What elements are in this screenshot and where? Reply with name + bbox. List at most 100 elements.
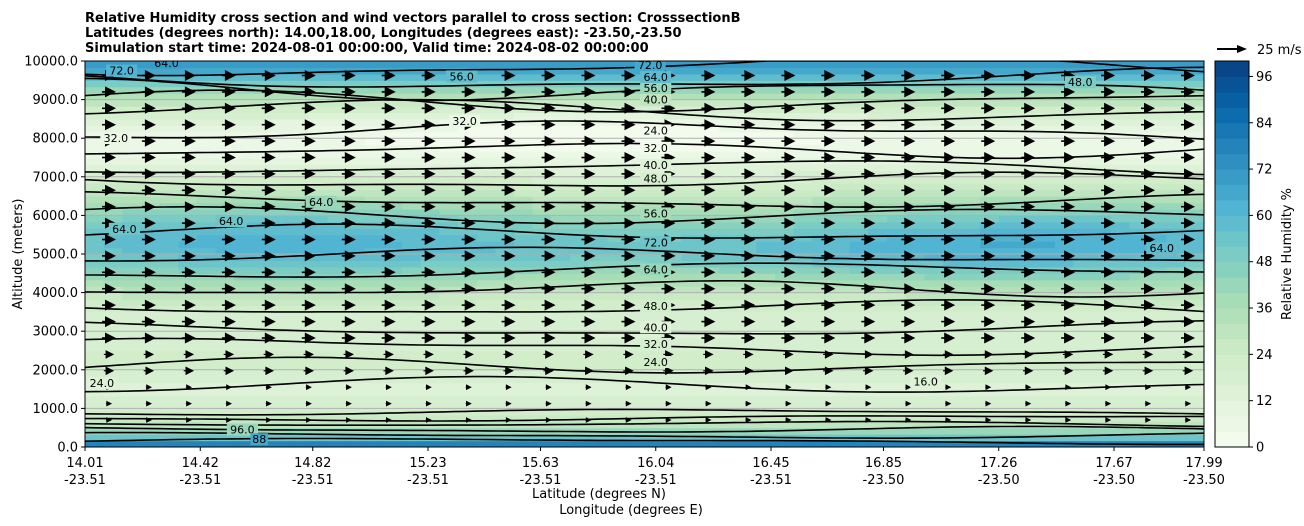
wind-vector-arrow-icon <box>1064 250 1076 262</box>
plot-area: 16.024.032.040.048.064.072.056.048.040.0… <box>85 61 1204 447</box>
field-cell <box>1073 241 1093 249</box>
wind-vector-arrow-icon <box>224 135 236 147</box>
field-cell <box>439 254 459 262</box>
field-cell <box>924 221 944 229</box>
field-cell <box>196 196 217 204</box>
x-tick-label-lat: 17.67 <box>1095 456 1132 471</box>
field-cell <box>1036 247 1056 255</box>
field-cell <box>625 93 646 101</box>
field-cell <box>308 408 329 416</box>
field-cell <box>980 151 1000 159</box>
field-cell <box>849 254 869 262</box>
field-cell <box>737 376 757 384</box>
field-cell <box>476 337 496 345</box>
field-cell <box>458 363 478 371</box>
field-cell <box>122 363 142 371</box>
field-cell <box>998 299 1019 307</box>
field-cell <box>383 93 403 101</box>
field-cell <box>290 389 310 397</box>
field-cell <box>476 247 496 255</box>
field-cell <box>1017 389 1037 397</box>
field-cell <box>290 254 310 262</box>
field-cell <box>234 138 254 146</box>
field-cell <box>998 401 1019 409</box>
field-cell <box>998 427 1019 435</box>
wind-vector-arrow-icon <box>504 234 516 245</box>
field-cell <box>998 176 1019 184</box>
wind-vector-arrow-icon <box>944 250 956 262</box>
field-cell <box>980 247 1000 255</box>
field-cell <box>961 183 981 191</box>
field-cell <box>364 163 384 171</box>
field-cell <box>346 434 366 442</box>
field-cell <box>998 138 1019 146</box>
wind-vector-arrow-icon <box>705 417 712 423</box>
field-cell <box>849 286 869 294</box>
field-cell <box>196 73 217 81</box>
field-cell <box>868 279 888 287</box>
field-cell <box>513 337 534 345</box>
field-cell <box>271 208 291 216</box>
field-cell <box>103 344 123 352</box>
field-cell <box>1017 99 1037 107</box>
field-cell <box>663 434 683 442</box>
wind-vector-arrow-icon <box>144 201 156 213</box>
wind-vector-arrow-icon <box>1064 119 1076 131</box>
field-cell <box>271 138 291 146</box>
wind-vector-arrow-icon <box>584 70 596 81</box>
field-cell <box>346 305 366 313</box>
field-cell <box>849 395 869 403</box>
field-cell <box>346 118 366 126</box>
field-cell <box>1129 157 1149 165</box>
wind-vector-arrow-icon <box>504 135 516 147</box>
field-cell <box>924 324 944 332</box>
field-cell <box>252 208 273 216</box>
field-cell <box>1185 344 1204 352</box>
field-cell <box>196 382 217 390</box>
field-cell <box>607 292 627 300</box>
wind-vector-arrow-icon <box>624 184 636 196</box>
field-cell <box>886 125 907 133</box>
field-cell <box>364 228 384 236</box>
field-cell <box>793 356 813 364</box>
field-cell <box>775 369 795 377</box>
contour-label: 64.0 <box>643 71 668 84</box>
field-cell <box>868 305 888 313</box>
field-cell <box>140 241 161 249</box>
contour-label-bg <box>640 159 672 172</box>
wind-vector-arrow-icon <box>264 217 276 229</box>
wind-vector-arrow-icon <box>384 250 396 262</box>
contour-label: 40.0 <box>643 94 668 107</box>
field-cell <box>513 112 534 120</box>
field-cell <box>793 427 813 435</box>
field-cell <box>961 356 981 364</box>
field-cell <box>327 440 347 447</box>
field-cell <box>439 260 459 268</box>
field-cell <box>513 389 534 397</box>
field-cell <box>271 163 291 171</box>
field-cell <box>700 151 720 159</box>
wind-vector-arrow-icon <box>944 350 954 359</box>
wind-vector-arrow-icon <box>264 152 276 163</box>
wind-vector-arrow-icon <box>544 152 556 163</box>
field-cell <box>1073 369 1093 377</box>
wind-vector-arrow-icon <box>944 168 956 180</box>
field-cell <box>663 228 683 236</box>
field-cell <box>271 305 291 313</box>
wind-vector-arrow-icon <box>1184 70 1195 81</box>
field-cell <box>290 228 310 236</box>
field-cell <box>961 228 981 236</box>
contour-label: 64.0 <box>643 263 668 276</box>
wind-vector-arrow-icon <box>785 350 794 359</box>
wind-vector-arrow-icon <box>784 316 796 328</box>
field-cell <box>290 369 310 377</box>
field-cell <box>420 389 440 397</box>
field-cell <box>1110 266 1130 274</box>
field-cell <box>1185 80 1204 88</box>
field-cell <box>476 170 496 178</box>
field-cell <box>775 344 795 352</box>
field-cell <box>159 266 179 274</box>
field-cell <box>439 376 459 384</box>
field-cell <box>1185 331 1204 339</box>
field-cell <box>159 299 179 307</box>
